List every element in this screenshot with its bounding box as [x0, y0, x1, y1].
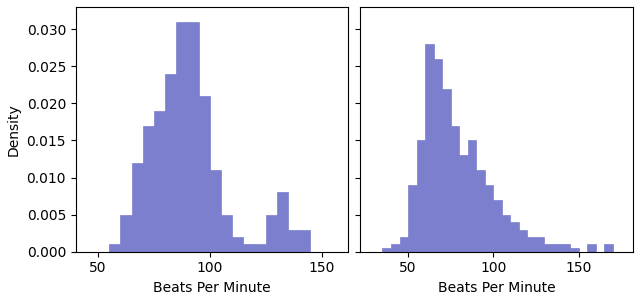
- Bar: [417, 140, 425, 252]
- Bar: [165, 74, 177, 252]
- X-axis label: Beats Per Minute: Beats Per Minute: [438, 281, 556, 295]
- Bar: [210, 170, 221, 252]
- X-axis label: Beats Per Minute: Beats Per Minute: [154, 281, 271, 295]
- Bar: [408, 185, 417, 252]
- Bar: [177, 22, 188, 252]
- Bar: [553, 244, 561, 252]
- Bar: [502, 215, 510, 252]
- Bar: [132, 163, 143, 252]
- Bar: [383, 248, 391, 252]
- Bar: [527, 237, 536, 252]
- Bar: [255, 244, 266, 252]
- Bar: [120, 215, 132, 252]
- Bar: [442, 88, 451, 252]
- Bar: [545, 244, 553, 252]
- Bar: [109, 244, 120, 252]
- Bar: [468, 140, 476, 252]
- Bar: [232, 237, 243, 252]
- Bar: [604, 244, 612, 252]
- Bar: [587, 244, 596, 252]
- Y-axis label: Density: Density: [7, 103, 21, 156]
- Bar: [188, 22, 198, 252]
- Bar: [243, 244, 255, 252]
- Bar: [451, 126, 459, 252]
- Bar: [476, 170, 484, 252]
- Bar: [570, 248, 579, 252]
- Bar: [288, 230, 300, 252]
- Bar: [221, 215, 232, 252]
- Bar: [484, 185, 493, 252]
- Bar: [425, 44, 433, 252]
- Bar: [459, 155, 468, 252]
- Bar: [399, 237, 408, 252]
- Bar: [266, 215, 277, 252]
- Bar: [391, 244, 399, 252]
- Bar: [510, 222, 519, 252]
- Bar: [493, 200, 502, 252]
- Bar: [154, 111, 165, 252]
- Bar: [536, 237, 545, 252]
- Bar: [143, 126, 154, 252]
- Bar: [198, 96, 210, 252]
- Bar: [519, 230, 527, 252]
- Bar: [277, 192, 288, 252]
- Bar: [561, 244, 570, 252]
- Bar: [300, 230, 310, 252]
- Bar: [433, 59, 442, 252]
